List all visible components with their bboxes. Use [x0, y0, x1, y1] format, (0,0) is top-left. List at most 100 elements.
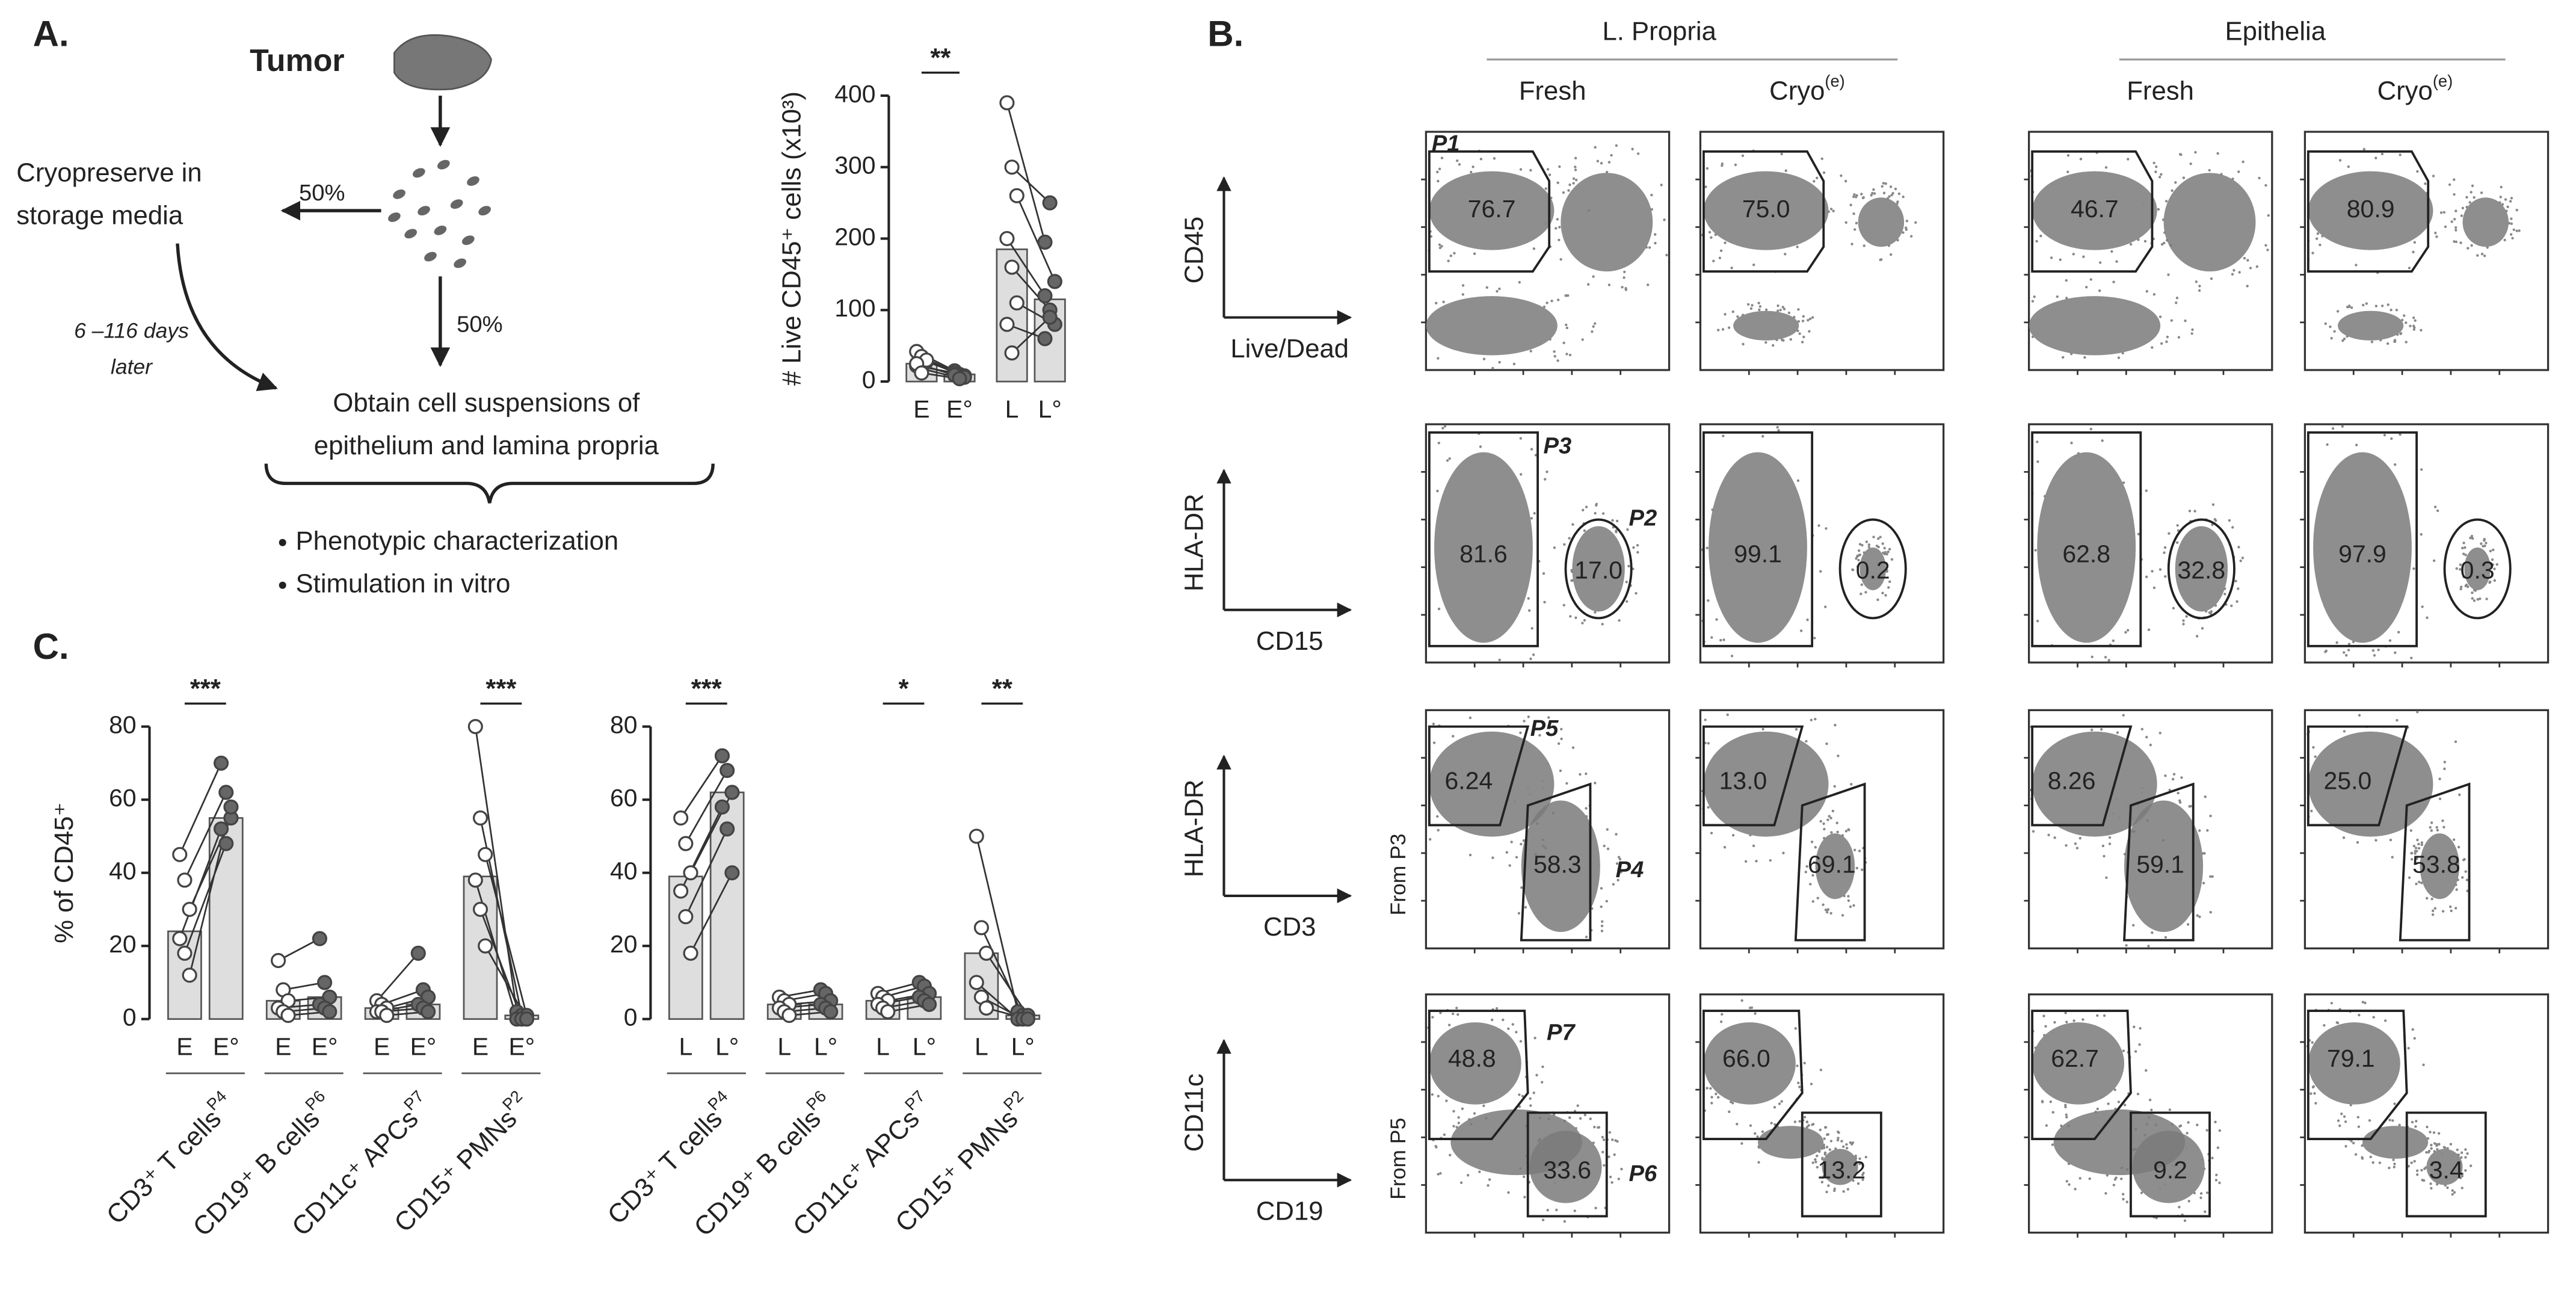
x-tick-label: E — [374, 1033, 390, 1061]
cell-dot — [1562, 341, 1565, 345]
x-tick-label: E — [275, 1033, 291, 1061]
cell-dot — [1512, 362, 1516, 366]
cell-dot — [1837, 754, 1840, 757]
cell-dot — [2438, 797, 2442, 800]
cell-dot — [1811, 316, 1814, 319]
cell-dot — [1526, 785, 1530, 789]
cell-dot — [2465, 206, 2468, 209]
cell-dot — [1722, 638, 1725, 641]
cell-dot — [2324, 322, 2327, 326]
cell-dot — [2441, 910, 2445, 913]
cell-dot — [1881, 185, 1884, 188]
cell-dot — [2230, 604, 2233, 608]
cell-dot — [1891, 192, 1894, 195]
cell-dot — [1611, 519, 1614, 522]
cell-dot — [1541, 779, 1544, 783]
cell-dot — [1752, 263, 1755, 267]
cell-dot — [2412, 844, 2416, 848]
cell-dot — [1828, 1148, 1832, 1151]
column-header: Cryo(e) — [2377, 72, 2453, 105]
cell-dot — [1542, 572, 1545, 575]
cell-dot — [1734, 163, 1737, 167]
cell-dot — [2106, 1174, 2109, 1177]
cell-dot — [1432, 741, 1436, 744]
cell-dot — [2123, 1103, 2127, 1106]
cell-dot — [1829, 1140, 1833, 1143]
cell-dot — [1601, 1150, 1604, 1154]
group-header: Epithelia — [2225, 17, 2326, 46]
cell-dot — [1558, 238, 1561, 242]
cell-dot — [1778, 1102, 1781, 1105]
cell-dot — [1527, 597, 1530, 600]
cell-dot — [2355, 443, 2358, 446]
cell-dot — [2336, 1022, 2340, 1025]
data-point — [1042, 195, 1058, 211]
x-tick-label: L° — [715, 1033, 739, 1061]
data-point — [182, 901, 197, 917]
cell-dot — [1820, 1180, 1824, 1183]
data-point — [999, 316, 1015, 332]
cell-dot — [2394, 463, 2397, 466]
cell-dot — [1437, 179, 1440, 183]
cell-dot — [1615, 531, 1618, 534]
cell-dot — [1712, 259, 1715, 263]
cell-dot — [1562, 191, 1565, 194]
cell-dot — [2104, 1192, 2107, 1195]
cell-dot — [2104, 656, 2107, 659]
cell — [478, 206, 491, 216]
cell-dot — [1816, 176, 1819, 179]
cell-dot — [2460, 214, 2464, 217]
cell-dot — [1794, 1027, 1798, 1030]
cell-dot — [1729, 1100, 1733, 1103]
cell-dot — [1706, 546, 1709, 550]
cell-dot — [1889, 253, 1893, 256]
cell-dot — [2451, 1192, 2454, 1196]
cell-dot — [2482, 545, 2485, 548]
cell-dot — [1884, 182, 1887, 185]
cell-dot — [1558, 165, 1561, 168]
cell-dot — [1507, 1191, 1510, 1194]
cell-cloud — [2053, 1109, 2186, 1176]
cell-dot — [1757, 1145, 1760, 1148]
cell-dot — [1865, 540, 1869, 543]
cell-dot — [2206, 829, 2209, 832]
cell-dot — [2338, 1124, 2341, 1128]
cell-dot — [2403, 314, 2406, 317]
cell-dot — [1829, 816, 1832, 819]
gate-value: 13.0 — [1719, 767, 1767, 794]
cell-dot — [1851, 1141, 1855, 1144]
diagram-bullet: Stimulation in vitro — [296, 569, 511, 598]
cell-dot — [1882, 551, 1885, 555]
cell-dot — [2043, 495, 2047, 498]
data-point — [223, 799, 239, 815]
cell-dot — [1817, 524, 1820, 527]
cell-cloud — [1429, 171, 1555, 250]
cell-cloud — [2464, 547, 2491, 590]
cell-dot — [2413, 241, 2417, 244]
cell-dot — [2196, 1123, 2199, 1126]
cell-dot — [1431, 1016, 1434, 1019]
cell-dot — [2408, 876, 2411, 879]
diagram-text: Cryopreserve in — [16, 158, 202, 188]
cell-dot — [2127, 158, 2130, 161]
cell-dot — [2451, 1189, 2454, 1192]
cell-dot — [2182, 623, 2185, 626]
gate — [2306, 431, 2418, 647]
cell-dot — [2064, 1011, 2067, 1014]
y-tick-label: 0 — [624, 1004, 638, 1031]
cell-dot — [1727, 326, 1731, 329]
cell-dot — [1805, 739, 1808, 743]
cell-dot — [2096, 1107, 2100, 1111]
gate — [2031, 725, 2133, 827]
cell-dot — [1852, 195, 1855, 199]
cell-dot — [2179, 1124, 2183, 1128]
cell-dot — [2454, 883, 2457, 886]
y-axis-label: HLA-DR — [1180, 780, 1209, 878]
cell-dot — [2155, 165, 2158, 168]
cell-dot — [1511, 1023, 1514, 1026]
data-point — [322, 1004, 337, 1020]
gate — [1526, 1111, 1608, 1218]
cell-dot — [2151, 346, 2154, 349]
gate-value: 48.8 — [1448, 1044, 1496, 1072]
cell-dot — [2473, 599, 2476, 602]
